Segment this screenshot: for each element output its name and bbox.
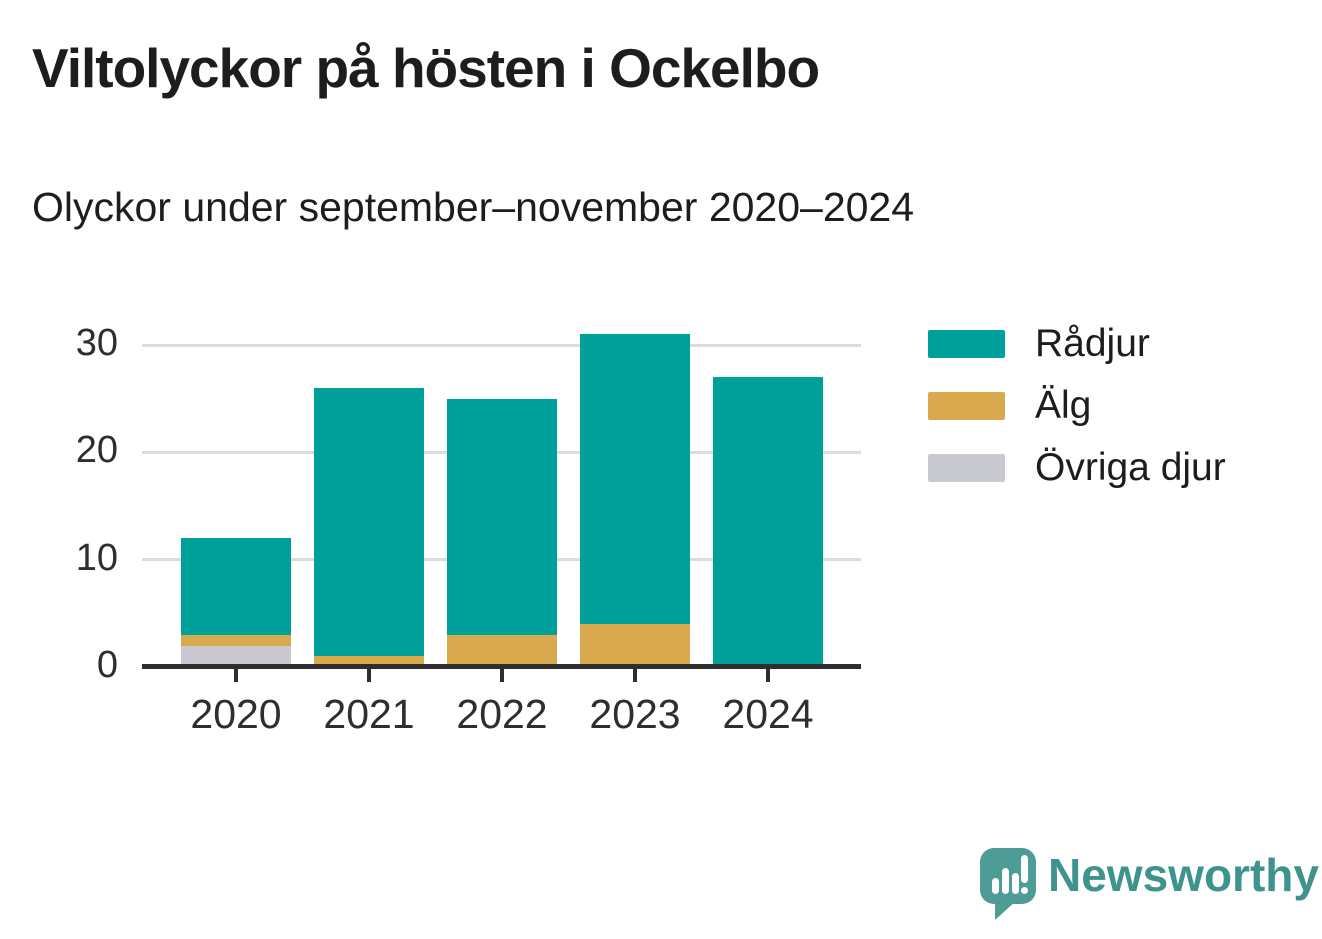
- x-axis-tick-2020: 2020: [190, 691, 282, 737]
- x-axis-tickmark-2021: [367, 669, 371, 682]
- legend-item-radjur: Rådjur: [928, 322, 1226, 365]
- bar-segment-2022-Rådjur: [447, 398, 557, 635]
- x-axis-tickmark-2022: [500, 669, 504, 682]
- bar-segment-2024-Rådjur: [713, 377, 823, 667]
- bar-segment-2023-Rådjur: [580, 334, 690, 625]
- logo-bar-icon: [992, 878, 999, 894]
- y-axis-tick-10: 10: [75, 536, 118, 579]
- bar-segment-2020-Rådjur: [181, 538, 291, 635]
- bar-segment-2020-Övriga djur: [181, 645, 291, 667]
- legend-swatch-radjur: [928, 330, 1005, 358]
- y-axis-tick-30: 30: [75, 322, 118, 365]
- x-axis-tickmark-2020: [234, 669, 238, 682]
- page-subtitle: Olyckor under september–november 2020–20…: [32, 184, 915, 230]
- x-axis-tick-2023: 2023: [589, 691, 681, 737]
- bar-segment-2020-Älg: [181, 634, 291, 646]
- legend-label-radjur: Rådjur: [1035, 322, 1150, 365]
- bar-segment-2022-Älg: [447, 634, 557, 667]
- x-axis-tickmark-2024: [766, 669, 770, 682]
- bar-segment-2021-Rådjur: [314, 388, 424, 657]
- legend-label-alg: Älg: [1035, 384, 1092, 427]
- x-axis-tickmark-2023: [633, 669, 637, 682]
- x-axis-tick-2022: 2022: [456, 691, 548, 737]
- gridline-30: [142, 343, 861, 347]
- legend-swatch-alg: [928, 392, 1005, 420]
- y-axis-tick-20: 20: [75, 429, 118, 472]
- logo-exclamation-icon: [1021, 855, 1028, 883]
- legend: Rådjur Älg Övriga djur: [928, 322, 1226, 516]
- x-axis-line: [142, 664, 861, 669]
- legend-swatch-ovriga-djur: [928, 454, 1005, 482]
- legend-item-ovriga-djur: Övriga djur: [928, 446, 1226, 489]
- x-axis-tick-2024: 2024: [722, 691, 814, 737]
- page-title: Viltolyckor på hösten i Ockelbo: [32, 37, 820, 99]
- y-axis-tick-0: 0: [96, 644, 118, 686]
- brand-name: Newsworthy: [1048, 849, 1319, 901]
- x-axis-tick-2021: 2021: [323, 691, 415, 737]
- bar-segment-2023-Älg: [580, 624, 690, 667]
- logo-bar-icon: [1002, 868, 1009, 894]
- speech-bubble-tail: [995, 900, 1017, 920]
- logo-exclamation-dot-icon: [1021, 887, 1028, 894]
- legend-label-ovriga-djur: Övriga djur: [1035, 446, 1226, 489]
- logo-bar-icon: [1012, 873, 1019, 894]
- legend-item-alg: Älg: [928, 384, 1226, 427]
- speech-bubble-bar-chart-icon: [980, 848, 1036, 904]
- bar-segment-2021-Älg: [314, 656, 424, 667]
